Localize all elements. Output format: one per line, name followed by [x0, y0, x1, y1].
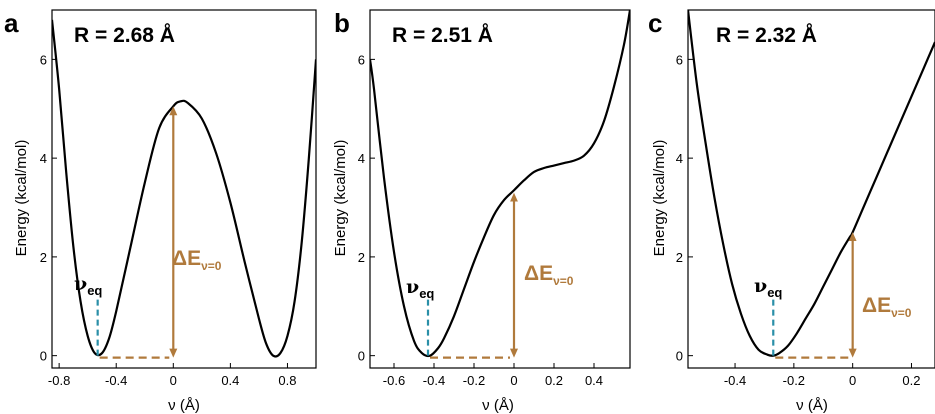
barrier-symbol-a: ΔE [172, 247, 201, 270]
energy-curve-b [370, 10, 630, 358]
panel-c: c R = 2.32 Å Energy (kcal/mol) ν (Å) -0.… [648, 8, 935, 414]
xlabel-a: ν (Å) [168, 397, 200, 414]
veq-subscript-c: eq [767, 285, 782, 300]
barrier-label-c: ΔEν=0 [862, 294, 912, 320]
x-tick-label-b: -0.6 [383, 373, 405, 388]
veq-symbol-a: ν [74, 273, 87, 295]
x-tick-label-a: 0.4 [221, 373, 239, 388]
x-tick-label-b: -0.2 [463, 373, 485, 388]
barrier-label-b: ΔEν=0 [524, 262, 574, 288]
veq-symbol-c: ν [754, 275, 767, 297]
x-tick-label-c: 0.2 [902, 373, 920, 388]
x-tick-label-c: -0.2 [783, 373, 805, 388]
veq-label-c: νeq [754, 275, 782, 300]
ylabel-c: Energy (kcal/mol) [651, 140, 668, 257]
x-tick-label-c: 0 [849, 373, 856, 388]
panel-letter-a: a [4, 8, 19, 38]
veq-label-b: νeq [406, 276, 434, 301]
r-label-c: R = 2.32 Å [716, 23, 817, 47]
r-label-b: R = 2.51 Å [392, 23, 493, 47]
x-tick-label-a: 0 [170, 373, 177, 388]
x-tick-label-b: 0.4 [585, 373, 603, 388]
xlabel-b: ν (Å) [482, 397, 514, 414]
ylabel-b: Energy (kcal/mol) [332, 140, 349, 257]
ylabel-a: Energy (kcal/mol) [13, 140, 30, 257]
barrier-subscript-b: ν=0 [553, 274, 574, 288]
plot-area-b: -0.6 -0.4 -0.2 0 0.2 0.4 0 2 4 6 [358, 9, 631, 388]
y-tick-label-b: 0 [358, 349, 365, 364]
annotations-c: νeq ΔEν=0 [754, 275, 912, 320]
y-tick-label-a: 4 [40, 151, 47, 166]
panel-letter-b: b [334, 8, 350, 38]
barrier-subscript-a: ν=0 [201, 259, 222, 273]
y-tick-label-c: 6 [676, 52, 683, 67]
veq-subscript-b: eq [419, 286, 434, 301]
panel-letter-c: c [648, 8, 662, 38]
y-tick-label-c: 0 [676, 349, 683, 364]
veq-label-a: νeq [74, 273, 102, 298]
y-tick-label-a: 6 [40, 52, 47, 67]
veq-symbol-b: ν [406, 276, 419, 298]
energy-curve-c [688, 10, 935, 357]
y-tick-label-a: 0 [40, 349, 47, 364]
axes-frame-b [369, 9, 631, 369]
x-tick-label-b: 0.2 [545, 373, 563, 388]
barrier-subscript-c: ν=0 [891, 306, 912, 320]
annotations-b: νeq ΔEν=0 [406, 262, 574, 301]
xlabel-c: ν (Å) [796, 397, 828, 414]
energy-curve-a [52, 19, 316, 358]
y-tick-label-a: 2 [40, 250, 47, 265]
plot-area-a: -0.8 -0.4 0 0.4 0.8 0 2 4 6 [40, 9, 317, 388]
panel-b: b R = 2.51 Å Energy (kcal/mol) ν (Å) -0.… [332, 8, 631, 414]
x-tick-label-b: -0.4 [423, 373, 445, 388]
barrier-symbol-b: ΔE [524, 262, 553, 285]
y-tick-label-b: 6 [358, 52, 365, 67]
x-tick-label-a: 0.8 [278, 373, 296, 388]
y-tick-label-b: 2 [358, 250, 365, 265]
barrier-label-a: ΔEν=0 [172, 247, 222, 273]
r-label-a: R = 2.68 Å [74, 23, 175, 47]
axes-frame-a [51, 9, 317, 369]
x-tick-label-b: 0 [510, 373, 517, 388]
y-tick-label-b: 4 [358, 151, 365, 166]
plot-area-c: -0.4 -0.2 0 0.2 0 2 4 6 [676, 9, 935, 388]
veq-subscript-a: eq [87, 283, 102, 298]
y-tick-label-c: 4 [676, 151, 683, 166]
panel-a: a R = 2.68 Å Energy (kcal/mol) ν (Å) -0.… [4, 8, 317, 414]
y-tick-label-c: 2 [676, 250, 683, 265]
x-tick-label-a: -0.8 [48, 373, 70, 388]
x-tick-label-a: -0.4 [105, 373, 127, 388]
annotations-a: νeq ΔEν=0 [74, 247, 222, 298]
axes-frame-c [687, 9, 935, 369]
x-tick-label-c: -0.4 [724, 373, 746, 388]
barrier-symbol-c: ΔE [862, 294, 891, 317]
